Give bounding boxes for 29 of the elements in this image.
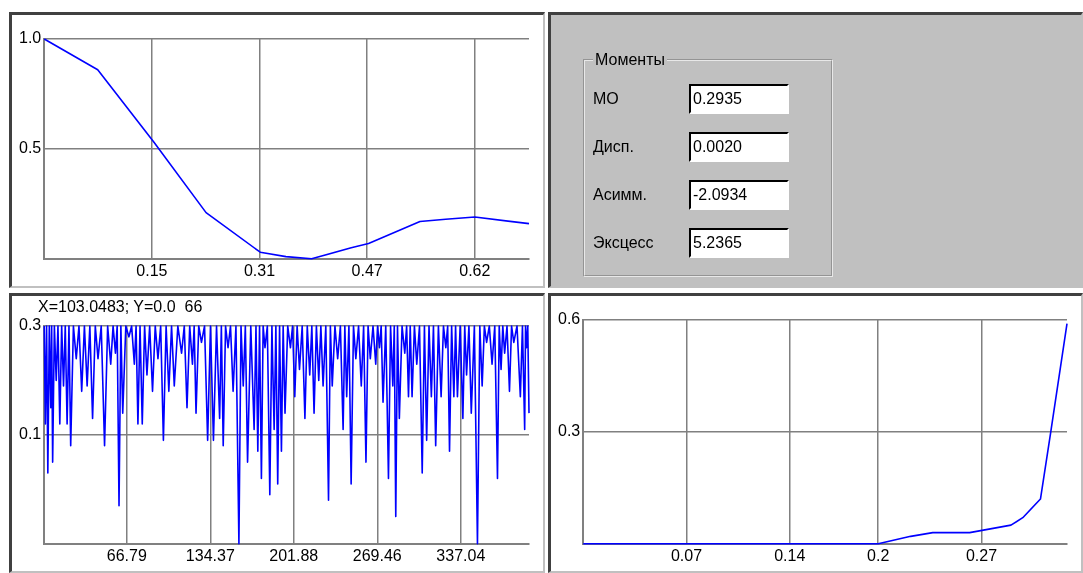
y-tick-label: 0.1 — [18, 425, 42, 443]
x-tick-label: 0.62 — [459, 261, 491, 279]
y-tick-label: 0.5 — [18, 139, 42, 157]
x-tick-label: 0.07 — [670, 546, 703, 564]
x-tick-label: 134.37 — [185, 546, 235, 564]
text: Асимм. — [593, 186, 649, 204]
text: 5.2365 — [689, 228, 789, 258]
x-tick-label: 0.2 — [867, 546, 890, 564]
x-tick-label: 269.46 — [352, 546, 402, 564]
y-tick-label: 0.3 — [18, 316, 42, 334]
text: 0.2935 — [689, 84, 789, 114]
x-tick-label: 0.31 — [243, 261, 276, 279]
y-tick-label: 0.3 — [557, 422, 581, 440]
text: 0.0020 — [689, 132, 789, 162]
x-tick-label: 337.04 — [436, 546, 486, 564]
text: Эксцесс — [593, 234, 655, 252]
y-tick-label: 0.6 — [557, 310, 581, 328]
y-tick-label: 1.0 — [18, 29, 42, 47]
x-tick-label: 0.27 — [965, 546, 998, 564]
text: X=103.0483; Y=0.0 66 — [38, 298, 203, 316]
text: МО — [593, 90, 620, 108]
x-tick-label: 0.47 — [351, 261, 383, 279]
x-tick-label: 201.88 — [269, 546, 319, 564]
x-tick-label: 0.15 — [136, 261, 168, 279]
text: Моменты — [594, 51, 666, 69]
text: Дисп. — [593, 138, 635, 156]
x-tick-label: 0.14 — [774, 546, 806, 564]
text: -2.0934 — [689, 180, 789, 210]
x-tick-label: 66.79 — [106, 546, 147, 564]
